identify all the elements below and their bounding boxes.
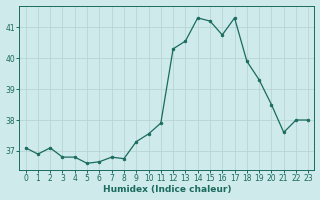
X-axis label: Humidex (Indice chaleur): Humidex (Indice chaleur) [103, 185, 231, 194]
